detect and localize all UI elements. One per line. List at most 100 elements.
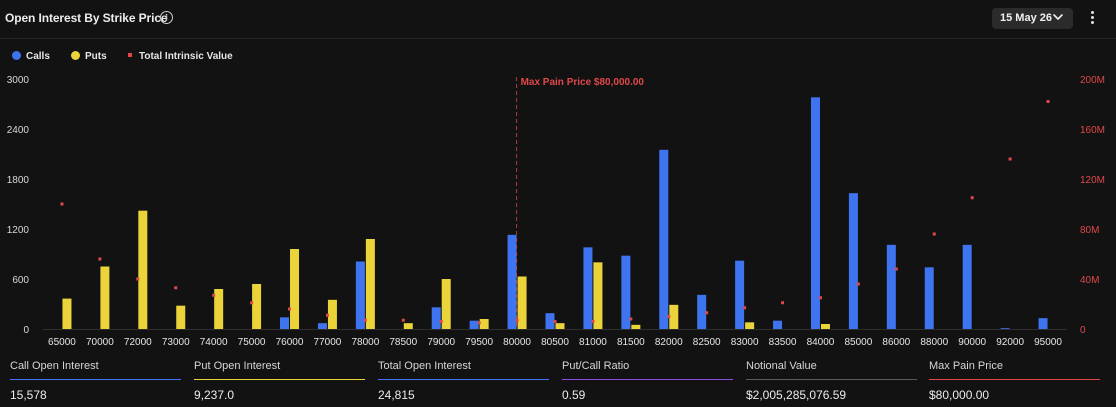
- legend-swatch-calls: [12, 51, 21, 60]
- bar-puts: [745, 322, 755, 329]
- x-tick-label: 74000: [200, 337, 228, 348]
- point-intrinsic-value: [363, 318, 367, 322]
- stat-label: Put/Call Ratio: [562, 360, 630, 372]
- y-left-tick-label: 0: [23, 325, 29, 336]
- point-intrinsic-value: [60, 202, 64, 206]
- legend-item-intrinsic[interactable]: Total Intrinsic Value: [126, 51, 233, 62]
- legend-label-intrinsic: Total Intrinsic Value: [139, 51, 233, 62]
- x-tick-label: 73000: [162, 337, 190, 348]
- point-intrinsic-value: [515, 318, 519, 322]
- bar-calls: [621, 255, 631, 329]
- point-intrinsic-value: [325, 313, 329, 317]
- bar-calls: [810, 97, 820, 329]
- x-tick-label: 65000: [48, 337, 76, 348]
- stat-value: 9,237.0: [194, 388, 235, 402]
- bar-puts: [290, 249, 300, 329]
- x-tick-label: 81500: [617, 337, 645, 348]
- y-left-tick-label: 1800: [7, 175, 30, 186]
- bar-calls: [735, 260, 745, 329]
- bar-puts: [820, 324, 830, 329]
- x-tick-label: 77000: [314, 337, 342, 348]
- x-tick-label: 82000: [655, 337, 683, 348]
- point-intrinsic-value: [250, 301, 254, 305]
- stat-total-open-interest: Total Open Interest 24,815: [378, 355, 549, 402]
- x-tick-label: 82500: [693, 337, 721, 348]
- bar-calls: [697, 294, 707, 329]
- bar-calls: [924, 267, 934, 329]
- stat-underline: [378, 379, 549, 380]
- bar-puts: [631, 324, 641, 329]
- x-tick-label: 86000: [882, 337, 910, 348]
- y-right-tick-label: 40M: [1080, 275, 1099, 286]
- info-icon[interactable]: i: [160, 11, 173, 24]
- y-right-tick-label: 200M: [1080, 75, 1105, 86]
- point-intrinsic-value: [401, 318, 405, 322]
- x-tick-label: 83500: [769, 337, 797, 348]
- stat-underline: [562, 379, 733, 380]
- stat-label: Call Open Interest: [10, 360, 99, 372]
- legend-label-puts: Puts: [85, 51, 107, 62]
- point-intrinsic-value: [781, 301, 785, 305]
- point-intrinsic-value: [932, 232, 936, 236]
- point-intrinsic-value: [98, 257, 102, 261]
- bar-calls: [886, 244, 896, 329]
- stats-row: Call Open Interest 15,578 Put Open Inter…: [0, 355, 1116, 407]
- x-tick-label: 92000: [996, 337, 1024, 348]
- y-left-tick-label: 3000: [7, 75, 30, 86]
- x-tick-label: 79000: [427, 337, 455, 348]
- point-intrinsic-value: [970, 196, 974, 200]
- page-title: Open Interest By Strike Price: [5, 11, 168, 25]
- point-intrinsic-value: [894, 267, 898, 271]
- point-intrinsic-value: [856, 282, 860, 286]
- stat-underline: [929, 379, 1100, 380]
- stat-underline: [194, 379, 365, 380]
- point-intrinsic-value: [1008, 157, 1012, 161]
- legend-label-calls: Calls: [26, 51, 50, 62]
- x-tick-label: 88000: [920, 337, 948, 348]
- legend-item-puts[interactable]: Puts: [71, 51, 107, 62]
- bar-calls: [962, 244, 972, 329]
- stat-label: Max Pain Price: [929, 360, 1003, 372]
- bar-puts: [214, 289, 224, 329]
- bar-puts: [327, 299, 337, 329]
- legend-item-calls[interactable]: Calls: [12, 51, 50, 62]
- chart-header: Open Interest By Strike Price i 15 May 2…: [0, 0, 1116, 39]
- chevron-down-icon: [1053, 14, 1063, 20]
- open-interest-chart: 0 600 1200 1800 2400 3000 0 40M 80M 120M 160M 200M 6…: [7, 75, 1105, 348]
- x-tick-label: 84000: [807, 337, 835, 348]
- bar-puts: [479, 319, 489, 329]
- stat-value: 24,815: [378, 388, 415, 402]
- point-intrinsic-value: [212, 293, 216, 297]
- bar-puts: [176, 305, 186, 329]
- stat-underline: [746, 379, 917, 380]
- y-right-tick-label: 120M: [1080, 175, 1105, 186]
- point-intrinsic-value: [174, 286, 178, 290]
- x-tick-label: 78000: [351, 337, 379, 348]
- x-tick-label: 80500: [541, 337, 569, 348]
- x-tick-label: 90000: [958, 337, 986, 348]
- y-right-tick-label: 160M: [1080, 125, 1105, 136]
- x-tick-label: 79500: [465, 337, 493, 348]
- bar-calls: [355, 261, 365, 329]
- stat-value: 0.59: [562, 388, 586, 402]
- bar-calls: [317, 323, 327, 329]
- point-intrinsic-value: [439, 320, 443, 323]
- point-intrinsic-value: [667, 315, 671, 318]
- bar-puts: [252, 284, 262, 329]
- date-select[interactable]: 15 May 26: [992, 8, 1073, 29]
- more-vertical-icon[interactable]: [1086, 10, 1098, 28]
- stat-label: Notional Value: [746, 360, 817, 372]
- bar-calls: [545, 313, 555, 329]
- point-intrinsic-value: [1046, 100, 1050, 103]
- bar-calls: [1000, 328, 1010, 329]
- stat-value: $80,000.00: [929, 388, 990, 402]
- bar-calls: [659, 149, 669, 329]
- bar-calls: [1038, 318, 1048, 329]
- stat-underline: [10, 379, 181, 380]
- bar-puts: [138, 210, 148, 329]
- bar-puts: [555, 323, 565, 329]
- max-pain-label: Max Pain Price $80,000.00: [521, 77, 645, 88]
- legend-swatch-intrinsic: [128, 53, 132, 57]
- bar-puts: [441, 279, 451, 329]
- bar-puts: [517, 276, 527, 329]
